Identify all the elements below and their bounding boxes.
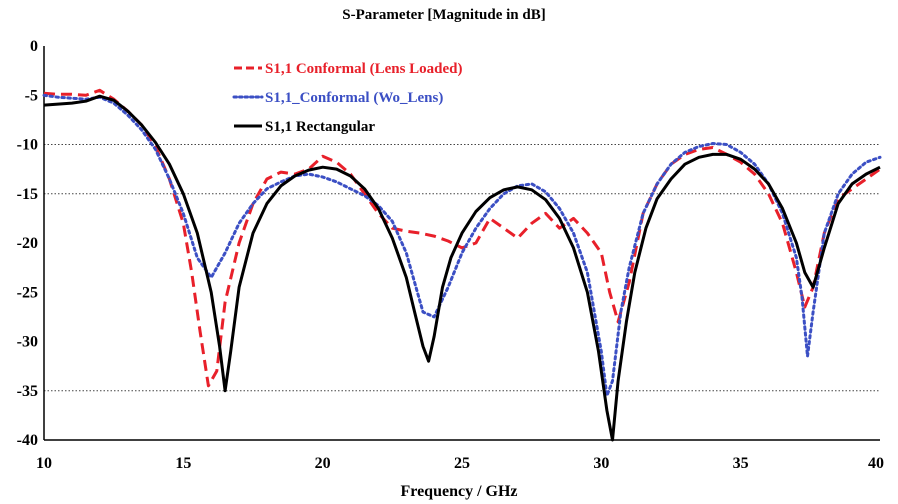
- legend-label: S1,1 Conformal (Lens Loaded): [265, 61, 463, 77]
- x-tick-label: 25: [454, 455, 470, 472]
- x-tick-label: 15: [175, 455, 191, 472]
- y-tick-label: -25: [17, 284, 38, 301]
- series-line-1: [43, 88, 881, 388]
- y-tick-label: -40: [17, 432, 38, 449]
- grid: [44, 144, 880, 392]
- legend: S1,1 Conformal (Lens Loaded) S1,1_Conform…: [232, 50, 562, 144]
- y-tick-label: -35: [17, 383, 38, 400]
- x-tick-label: 20: [315, 455, 331, 472]
- axes: [43, 46, 880, 441]
- legend-box: [232, 50, 562, 144]
- y-tick-label: -20: [17, 235, 38, 252]
- x-tick-label: 35: [733, 455, 749, 472]
- y-tick-label: -10: [17, 137, 38, 154]
- legend-label: S1,1 Rectangular: [265, 119, 375, 135]
- chart-title: S-Parameter [Magnitude in dB]: [342, 7, 545, 23]
- x-tick-label: 30: [593, 455, 609, 472]
- y-tick-label: 0: [30, 38, 38, 55]
- y-tick-label: -30: [17, 334, 38, 351]
- y-tick-label: -5: [25, 87, 38, 104]
- legend-label: S1,1_Conformal (Wo_Lens): [265, 90, 443, 106]
- y-tick-label: -15: [17, 186, 38, 203]
- series-lines: [42, 88, 882, 442]
- x-tick-label: 10: [36, 455, 52, 472]
- x-tick-label: 40: [868, 455, 884, 472]
- y-tick-labels: 0 -5 -10 -15 -20 -25 -30 -35 -40: [17, 38, 38, 449]
- x-tick-labels: 10 15 20 25 30 35 40: [36, 455, 884, 472]
- series-line-2: [42, 93, 882, 398]
- series-line-3: [43, 94, 881, 442]
- x-axis-label: Frequency / GHz: [400, 483, 517, 500]
